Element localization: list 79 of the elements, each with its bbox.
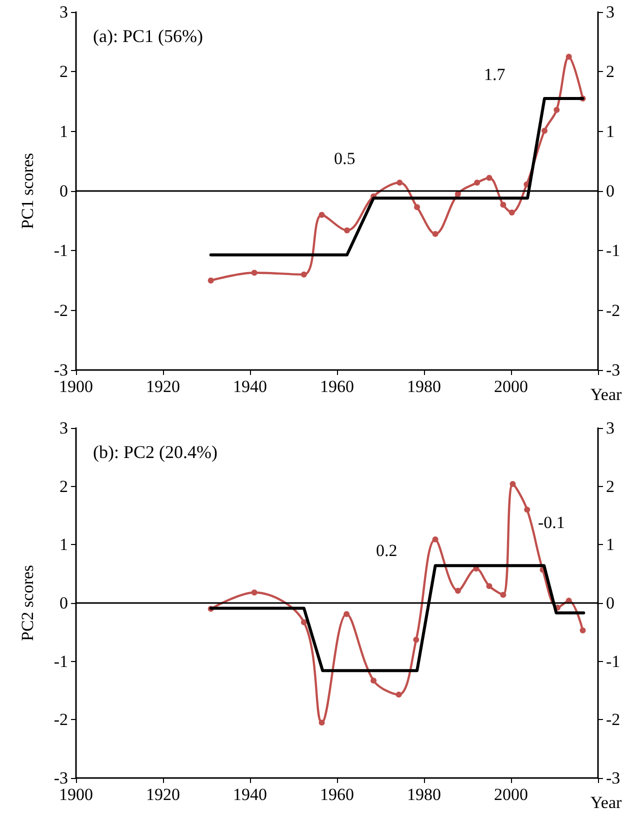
y2-tick-label: 1 bbox=[606, 535, 614, 554]
y-tick-label: -1 bbox=[54, 241, 68, 260]
point bbox=[454, 588, 461, 594]
y2-tick-label: -1 bbox=[606, 652, 620, 671]
y-tick-label: 3 bbox=[60, 2, 68, 22]
y-axis-title: PC2 scores bbox=[18, 564, 37, 642]
y2-tick-label: 3 bbox=[606, 2, 614, 22]
point bbox=[318, 720, 325, 726]
point bbox=[344, 227, 350, 234]
y-tick-label: 0 bbox=[60, 182, 68, 200]
point bbox=[370, 678, 377, 684]
point bbox=[396, 180, 403, 186]
point bbox=[524, 506, 530, 513]
y-tick-label: -3 bbox=[54, 360, 68, 380]
x-axis-title: Year bbox=[590, 793, 622, 812]
point bbox=[300, 619, 307, 626]
point bbox=[474, 180, 480, 186]
annotation: -0.1 bbox=[538, 513, 565, 532]
y-tick-label: 1 bbox=[60, 535, 68, 554]
y2-tick-label: 3 bbox=[606, 418, 614, 438]
y2-tick-label: -2 bbox=[606, 710, 620, 730]
point bbox=[580, 627, 586, 634]
x-tick-label: 1940 bbox=[233, 377, 267, 396]
point bbox=[500, 202, 506, 208]
point bbox=[500, 592, 506, 598]
y-tick-label: 2 bbox=[60, 62, 68, 82]
y2-tick-label: 0 bbox=[606, 182, 614, 200]
text: (a): PC1 (56%) bbox=[93, 26, 203, 46]
y2-tick-label: 2 bbox=[606, 62, 614, 82]
point bbox=[510, 481, 516, 487]
x-tick-label: 1940 bbox=[233, 785, 267, 804]
x-tick-label: 1900 bbox=[59, 785, 93, 804]
y-tick-label: -1 bbox=[54, 652, 68, 671]
point bbox=[486, 583, 492, 590]
y-tick-label: -3 bbox=[54, 768, 68, 788]
annotation: 1.7 bbox=[484, 65, 506, 84]
point bbox=[208, 278, 214, 284]
y-tick-label: -2 bbox=[54, 710, 68, 730]
y2-tick-label: -3 bbox=[606, 360, 620, 380]
point bbox=[414, 204, 420, 210]
annotation: 0.5 bbox=[334, 149, 356, 168]
point bbox=[508, 209, 515, 216]
x-tick-label: 1960 bbox=[320, 785, 354, 804]
y-tick-label: 1 bbox=[60, 122, 68, 141]
point bbox=[432, 536, 438, 542]
text: (b): PC2 (20.4%) bbox=[93, 442, 218, 462]
x-tick-label: 2000 bbox=[494, 377, 528, 396]
point bbox=[432, 230, 438, 237]
x-axis-title: Year bbox=[590, 385, 622, 404]
y2-tick-label: 1 bbox=[606, 122, 614, 141]
point bbox=[542, 128, 548, 134]
point bbox=[486, 174, 492, 181]
y2-tick-label: -2 bbox=[606, 300, 620, 320]
x-tick-label: 1980 bbox=[407, 377, 441, 396]
point bbox=[251, 270, 258, 276]
y2-tick-label: -3 bbox=[606, 768, 620, 788]
y-tick-label: -2 bbox=[54, 300, 68, 320]
point bbox=[554, 106, 560, 113]
point bbox=[318, 212, 325, 218]
x-tick-label: 1900 bbox=[59, 377, 93, 396]
x-tick-label: 1920 bbox=[146, 377, 180, 396]
point bbox=[396, 692, 402, 698]
y2-tick-label: 0 bbox=[606, 594, 614, 612]
x-tick-label: 1960 bbox=[320, 377, 354, 396]
y-axis-title: PC1 scores bbox=[18, 152, 37, 230]
point bbox=[344, 611, 350, 618]
y-tick-label: 3 bbox=[60, 418, 68, 438]
point bbox=[566, 54, 572, 60]
y-tick-label: 0 bbox=[60, 594, 68, 612]
x-tick-label: 1980 bbox=[407, 785, 441, 804]
point bbox=[251, 590, 258, 596]
y2-tick-label: -1 bbox=[606, 241, 620, 260]
y-tick-label: 2 bbox=[60, 476, 68, 496]
y2-tick-label: 2 bbox=[606, 476, 614, 496]
x-tick-label: 2000 bbox=[494, 785, 528, 804]
x-tick-label: 1920 bbox=[146, 785, 180, 804]
annotation: 0.2 bbox=[376, 541, 398, 560]
point bbox=[300, 272, 307, 278]
point bbox=[413, 636, 420, 643]
